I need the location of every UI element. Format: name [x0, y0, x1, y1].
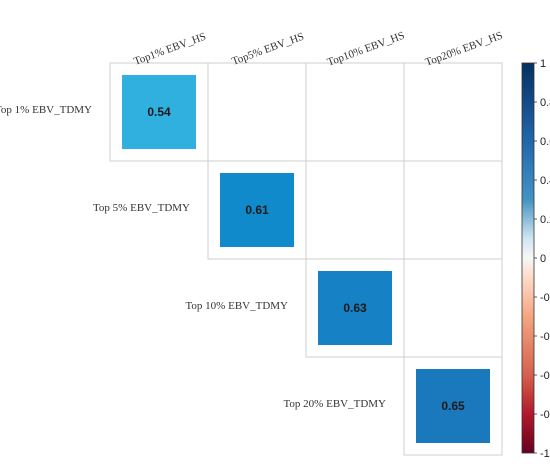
grid-cell [305, 62, 405, 162]
grid-cell [207, 62, 307, 162]
colorbar-tick-label: 0.2 [540, 214, 550, 226]
colorbar-tick-label: -0.2 [540, 292, 550, 304]
matrix-cells: 0.54 0.61 0.63 0.65 [122, 75, 490, 443]
colorbar-tick-label: 0.6 [540, 136, 550, 148]
grid-cell [403, 356, 503, 456]
colorbar-tick-label: 0 [540, 253, 546, 265]
colorbar-gradient [522, 63, 534, 453]
correlation-square [318, 271, 392, 345]
colorbar-ticks: 1 0.8 0.6 0.4 0.2 0 -0.2 -0.4 -0.6 -0.8 -1 [534, 58, 550, 460]
colorbar-tick-label: -0.6 [540, 370, 550, 382]
colorbar-tick-label: -0.8 [540, 409, 550, 421]
correlation-value-label: 0.63 [343, 301, 367, 315]
column-label: Top5% EBV_HS [230, 31, 305, 68]
row-label: Top 20% EBV_TDMY [283, 398, 386, 410]
correlation-square [122, 75, 196, 149]
row-label: Top 5% EBV_TDMY [93, 202, 190, 214]
colorbar-tick-label: 0.4 [540, 175, 550, 187]
correlation-value-label: 0.54 [147, 105, 171, 119]
colorbar-tick-label: 1 [540, 58, 546, 70]
row-labels: Top 1% EBV_TDMY Top 5% EBV_TDMY Top 10% EB… [0, 104, 386, 410]
grid-cell [403, 160, 503, 260]
grid-cell [403, 258, 503, 358]
row-label: Top 10% EBV_TDMY [185, 300, 288, 312]
correlation-square [220, 173, 294, 247]
matrix-grid [109, 62, 503, 456]
row-label: Top 1% EBV_TDMY [0, 104, 92, 116]
correlation-value-label: 0.61 [245, 203, 269, 217]
colorbar-tick-label: -1 [540, 448, 550, 460]
colorbar-tick-label: 0.8 [540, 97, 550, 109]
grid-cell [403, 62, 503, 162]
colorbar [521, 62, 535, 454]
colorbar-tick-label: -0.4 [540, 331, 550, 343]
correlation-square [416, 369, 490, 443]
grid-cell [305, 160, 405, 260]
column-label: Top1% EBV_HS [132, 31, 207, 68]
correlation-value-label: 0.65 [441, 399, 465, 413]
